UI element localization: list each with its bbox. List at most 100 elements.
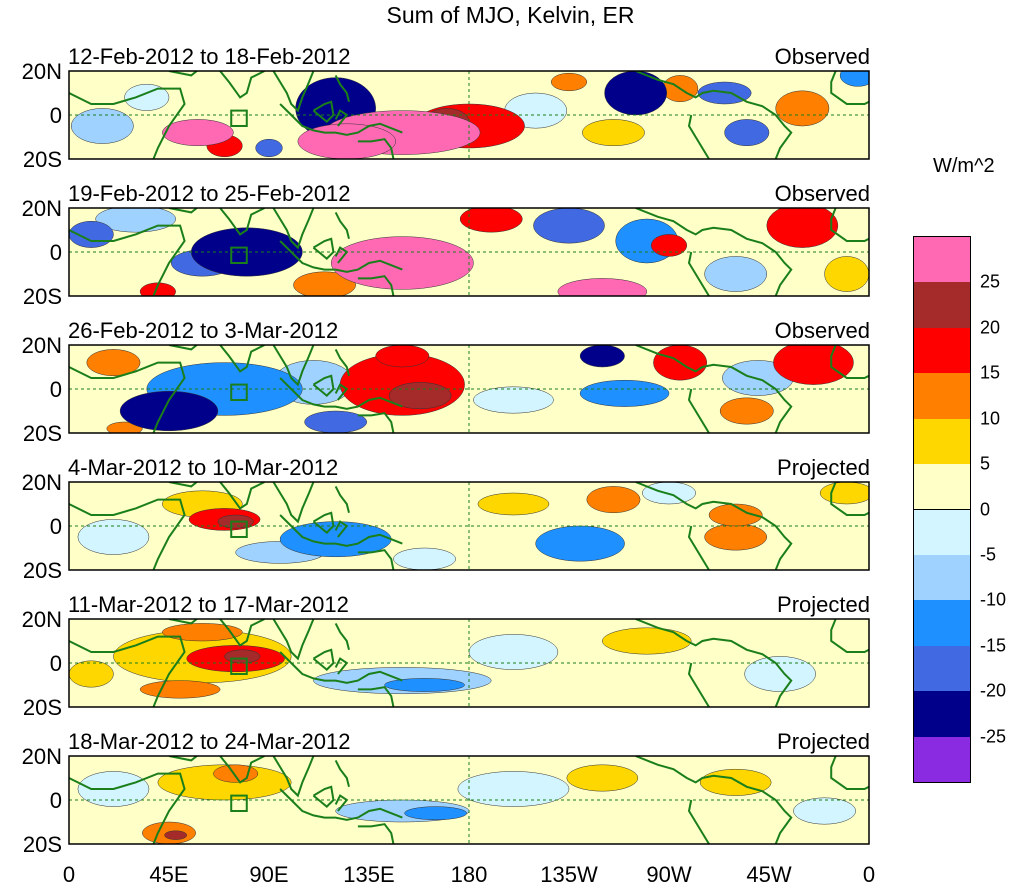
map-panel: 19-Feb-2012 to 25-Feb-2012 Observed 20N 0 20… xyxy=(0,181,900,317)
anomaly-contour xyxy=(69,660,114,688)
longitude-label: 135E xyxy=(343,862,395,887)
coastline xyxy=(687,662,710,707)
coastline xyxy=(168,619,199,625)
coastline xyxy=(635,345,793,433)
legend-tick-label: -25 xyxy=(980,726,1007,747)
olr-anomaly-map xyxy=(68,481,870,571)
legend-tick-label: 25 xyxy=(980,271,1001,292)
latitude-label: 0 xyxy=(49,788,62,813)
map-panel: 26-Feb-2012 to 3-Mar-2012 Observed 20N 0 20S xyxy=(0,318,900,454)
coastline xyxy=(357,412,395,433)
coastline xyxy=(219,619,265,647)
coastline xyxy=(334,246,349,264)
anomaly-contour xyxy=(255,138,283,158)
anomaly-contour xyxy=(724,119,770,147)
coastline xyxy=(312,785,335,808)
coastline xyxy=(279,240,403,273)
latitude-label: 20N xyxy=(21,196,62,221)
anomaly-contour xyxy=(162,623,243,642)
legend-colorbar xyxy=(913,236,971,783)
coastline xyxy=(312,100,335,123)
map-panel: 4-Mar-2012 to 10-Mar-2012 Projected 20N 0 20… xyxy=(0,455,900,591)
map-frame xyxy=(68,344,870,434)
figure-title: Sum of MJO, Kelvin, ER xyxy=(386,2,635,28)
panel-status-label: Projected xyxy=(777,729,870,754)
legend-color-box xyxy=(914,418,970,466)
latitude-label: 20S xyxy=(22,695,62,720)
map-panel: 18-Mar-2012 to 24-Mar-2012 Projected 20N 0 2… xyxy=(0,729,900,865)
latitude-label: 0 xyxy=(49,514,62,539)
coastline xyxy=(830,208,869,242)
legend-color-box xyxy=(914,691,970,738)
anomaly-contour xyxy=(473,386,554,414)
legend-color-box xyxy=(914,373,970,420)
legend-tick-label: 20 xyxy=(980,317,1001,338)
anomaly-contour xyxy=(459,208,523,233)
coastline xyxy=(357,686,395,707)
coastline xyxy=(219,208,265,236)
longitude-label: 45W xyxy=(746,862,792,887)
anomaly-contour xyxy=(70,108,134,144)
anomaly-contour xyxy=(162,119,234,147)
coastline xyxy=(168,482,199,488)
latitude-label: 20S xyxy=(22,558,62,583)
coastline xyxy=(168,756,199,762)
anomaly-contour xyxy=(119,390,219,432)
panel-status-label: Observed xyxy=(774,181,870,206)
panel-date-range: 19-Feb-2012 to 25-Feb-2012 xyxy=(68,181,351,206)
anomaly-contour xyxy=(775,90,830,127)
coastline xyxy=(312,648,335,671)
panel-status-label: Projected xyxy=(777,592,870,617)
anomaly-contour xyxy=(224,649,261,664)
anomaly-contour xyxy=(393,547,456,570)
latitude-label: 20N xyxy=(21,470,62,495)
map-frame xyxy=(68,755,870,845)
anomaly-contour xyxy=(293,271,356,296)
anomaly-contour xyxy=(124,83,170,111)
coastline xyxy=(334,520,349,538)
latitude-label: 0 xyxy=(49,240,62,265)
latitude-label: 0 xyxy=(49,103,62,128)
latitude-label: 20S xyxy=(22,421,62,446)
latitude-label: 20N xyxy=(21,744,62,769)
coastline xyxy=(219,482,265,510)
coastline xyxy=(279,377,403,410)
longitude-label: 0 xyxy=(862,862,876,887)
anomaly-contour xyxy=(604,71,668,116)
legend-color-box xyxy=(914,736,970,782)
coastline xyxy=(830,756,869,790)
legend-color-box xyxy=(914,237,970,284)
legend-tick-label: -10 xyxy=(980,589,1007,610)
map-frame xyxy=(68,70,870,160)
olr-anomaly-map xyxy=(68,207,870,297)
coastline xyxy=(312,374,335,397)
anomaly-contour xyxy=(86,349,141,377)
coastline xyxy=(219,345,265,373)
anomaly-contour xyxy=(744,656,816,692)
coastline xyxy=(219,71,265,99)
coastline xyxy=(279,651,403,684)
anomaly-contour xyxy=(404,806,468,821)
coastline xyxy=(357,823,395,844)
latitude-label: 20S xyxy=(22,284,62,309)
anomaly-contour xyxy=(77,519,150,555)
coastline xyxy=(272,619,315,661)
coastline xyxy=(635,482,793,570)
anomaly-contour xyxy=(375,345,430,368)
anomaly-contour xyxy=(650,234,688,257)
coastline xyxy=(334,211,350,240)
coastline xyxy=(687,114,710,159)
anomaly-contour xyxy=(704,523,768,551)
anomaly-contour xyxy=(824,256,869,292)
panel-date-range: 12-Feb-2012 to 18-Feb-2012 xyxy=(68,44,351,69)
anomaly-contour xyxy=(839,71,869,87)
coastline xyxy=(635,208,793,296)
coastline xyxy=(69,772,186,844)
coastline xyxy=(69,361,186,433)
legend-tick-label: 15 xyxy=(980,362,1001,383)
coastline xyxy=(334,657,349,675)
legend-color-box xyxy=(914,509,970,556)
legend-tick-label: -15 xyxy=(980,635,1007,656)
coastline xyxy=(272,208,315,250)
coastline xyxy=(830,71,869,105)
